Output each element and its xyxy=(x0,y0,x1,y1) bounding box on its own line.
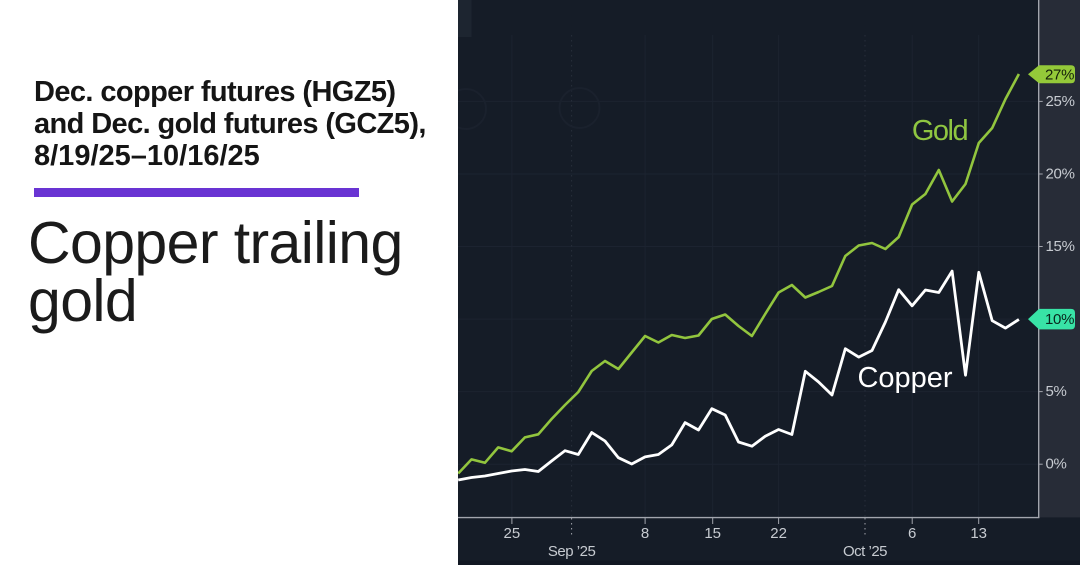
svg-text:Copper: Copper xyxy=(857,362,952,394)
svg-text:25%: 25% xyxy=(1046,93,1075,110)
svg-text:Sep ’25: Sep ’25 xyxy=(548,543,596,560)
svg-text:Oct ’25: Oct ’25 xyxy=(843,543,887,560)
svg-text:Gold: Gold xyxy=(912,115,968,147)
svg-text:13: 13 xyxy=(970,525,987,542)
svg-text:6: 6 xyxy=(908,525,916,542)
svg-text:8: 8 xyxy=(641,525,649,542)
svg-text:10%: 10% xyxy=(1045,311,1074,328)
svg-text:20%: 20% xyxy=(1046,166,1075,183)
svg-text:25: 25 xyxy=(504,525,521,542)
svg-text:22: 22 xyxy=(770,525,787,542)
svg-text:0%: 0% xyxy=(1046,456,1067,473)
svg-text:27%: 27% xyxy=(1045,66,1074,83)
svg-text:5%: 5% xyxy=(1046,383,1067,400)
svg-text:15: 15 xyxy=(704,525,721,542)
svg-text:15%: 15% xyxy=(1046,238,1075,255)
